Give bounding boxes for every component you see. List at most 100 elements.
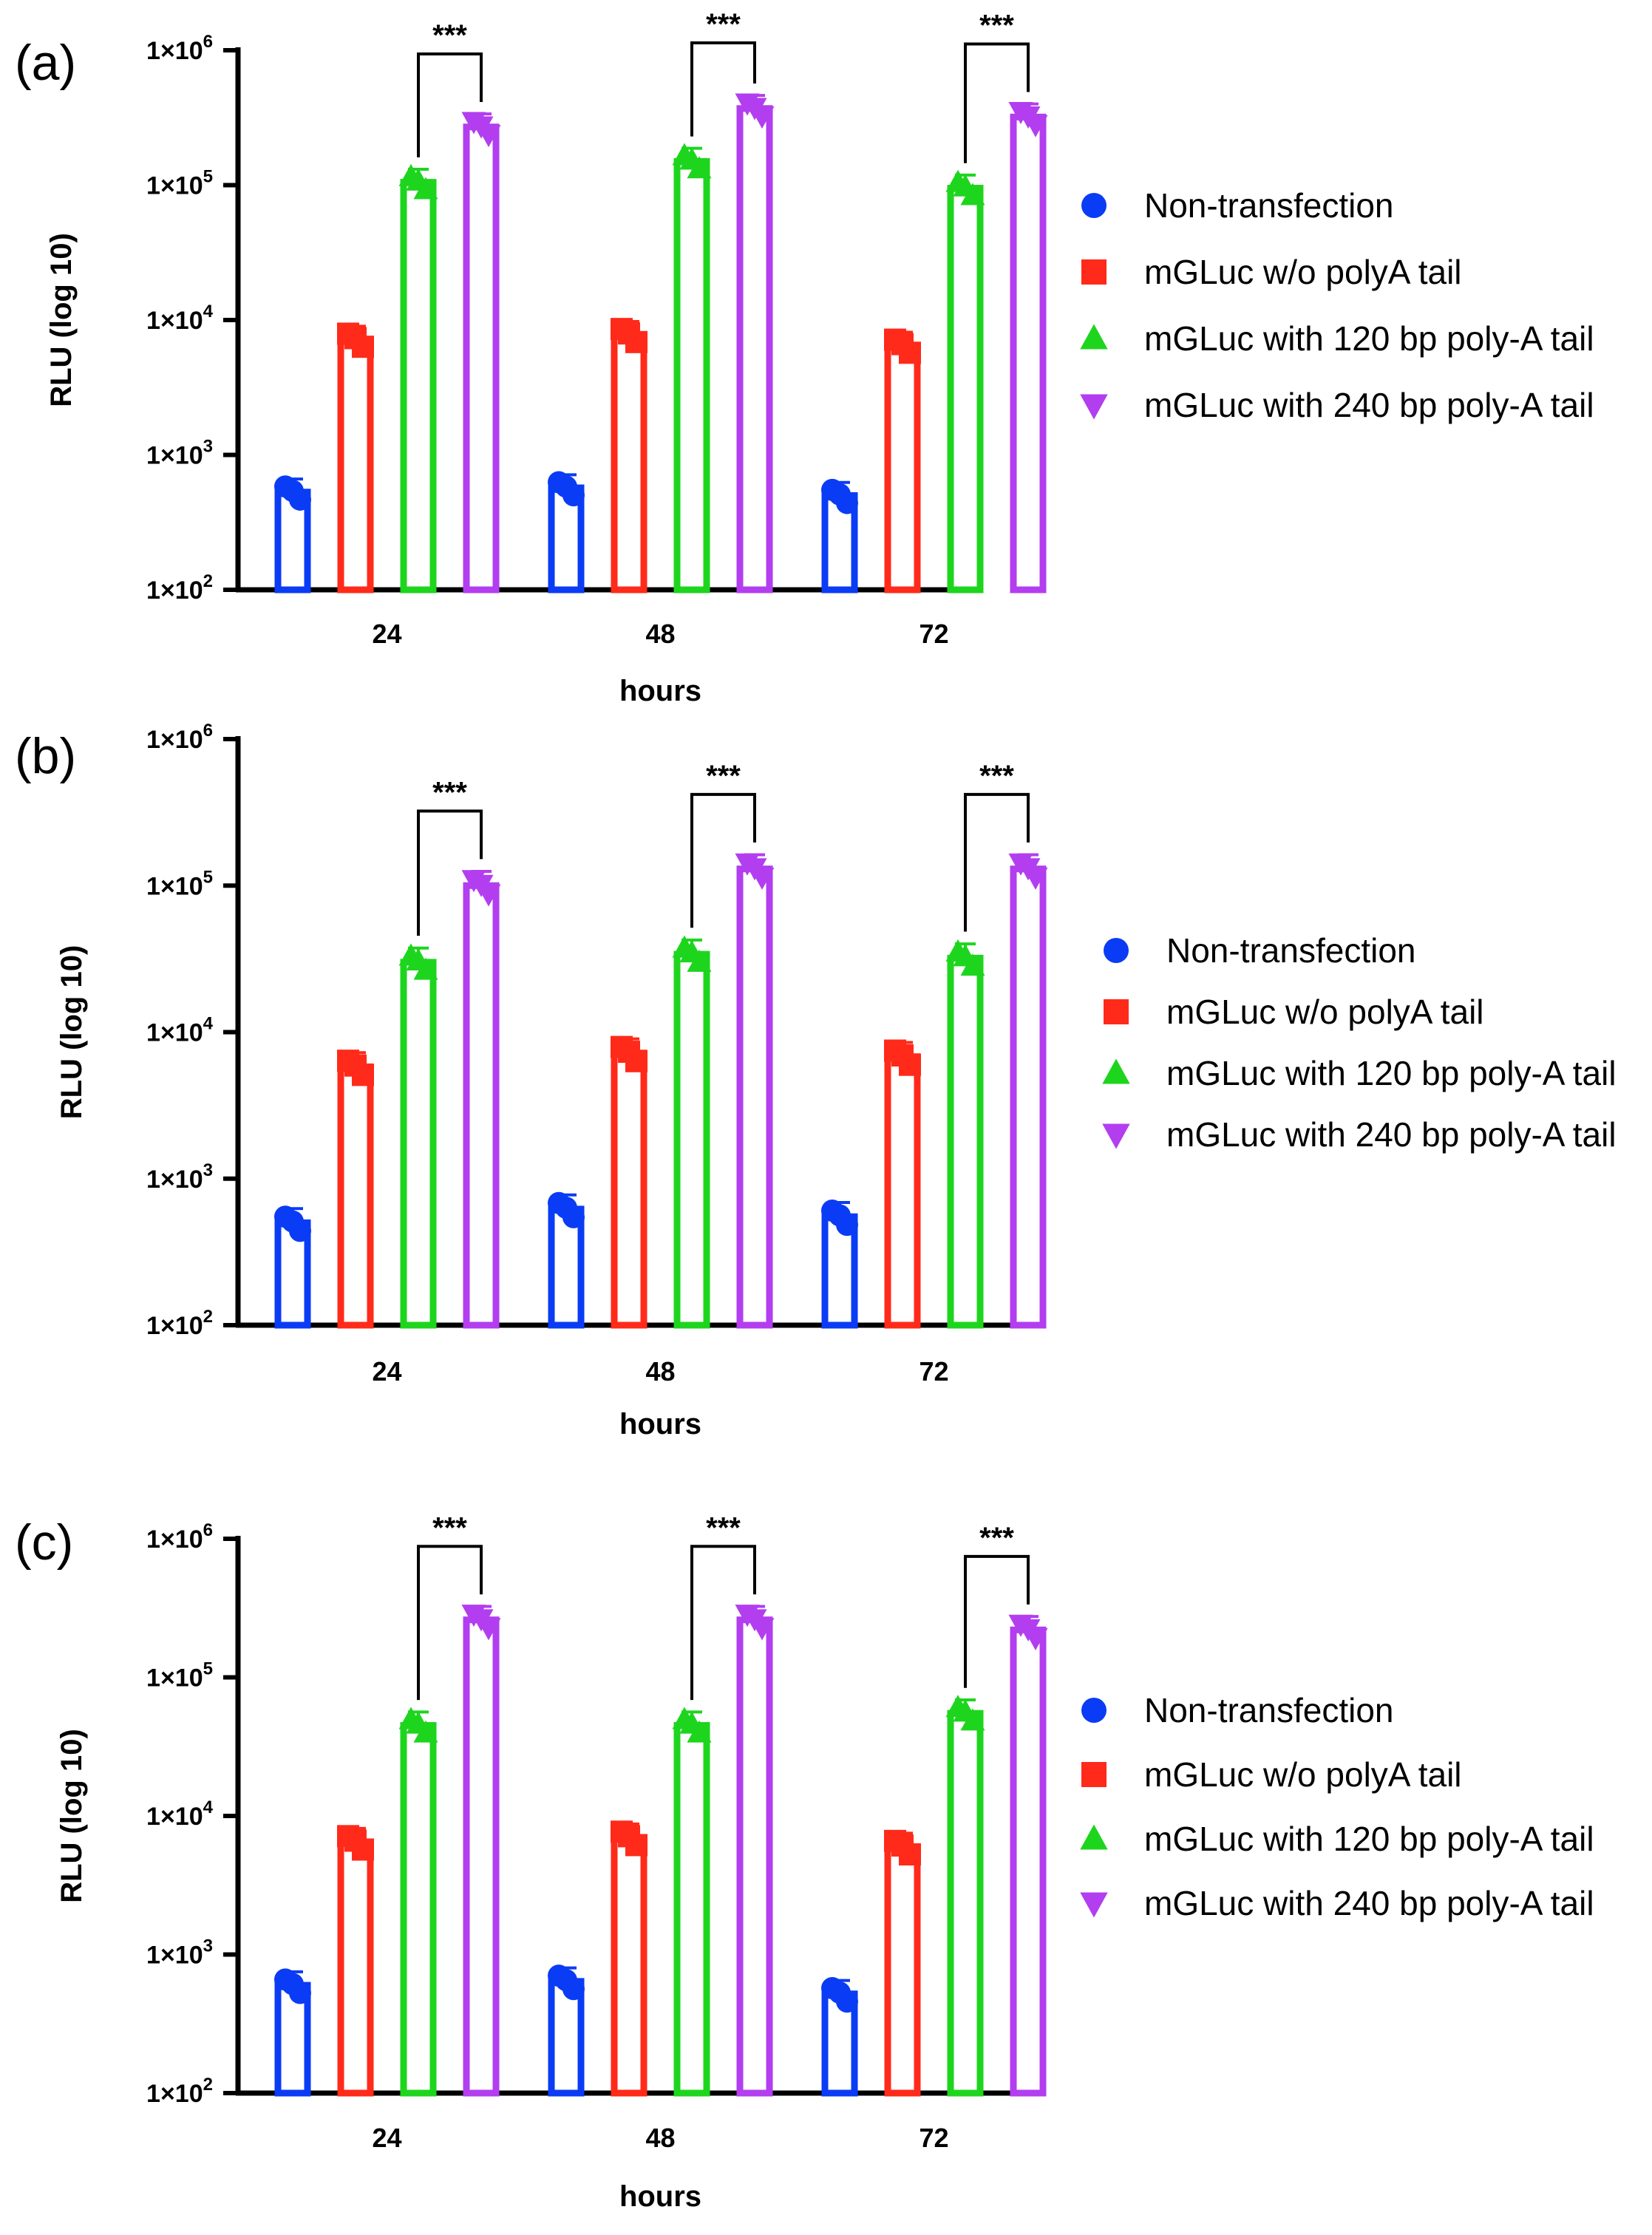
- y-axis-title: RLU (log 10): [55, 945, 88, 1120]
- legend-marker: [1080, 1824, 1108, 1850]
- y-tick-exponent: 2: [203, 2075, 213, 2095]
- bar: [337, 1838, 374, 2097]
- significance-bracket: [964, 42, 1030, 163]
- bar: [337, 336, 374, 593]
- data-point: [679, 940, 704, 963]
- bar: [947, 954, 984, 1329]
- significance-bracket: [417, 1545, 483, 1701]
- y-tick-base: 1×10: [146, 1166, 203, 1194]
- data-point: [891, 1834, 914, 1857]
- data-point: [742, 98, 767, 120]
- legend-marker: [1102, 1123, 1130, 1149]
- legend-marker: [1080, 1892, 1108, 1918]
- legend-entry: Non-transfection: [1144, 186, 1394, 225]
- significance-label: ***: [706, 1511, 741, 1544]
- data-point: [282, 480, 304, 503]
- data-point: [555, 1969, 577, 1992]
- bar: [1010, 865, 1047, 1329]
- legend-entry: mGLuc with 240 bp poly-A tail: [1166, 1115, 1617, 1154]
- y-tick-exponent: 4: [203, 1014, 214, 1034]
- data-point: [344, 1054, 367, 1077]
- y-tick-label: 1×106: [146, 32, 213, 65]
- data-point: [282, 1210, 304, 1233]
- x-tick-label: 72: [919, 2123, 948, 2153]
- bar: [736, 865, 773, 1329]
- significance-bracket: [690, 41, 756, 137]
- data-point: [742, 1609, 767, 1632]
- legend-marker: [1102, 1058, 1130, 1084]
- y-tick-exponent: 5: [203, 867, 213, 887]
- y-tick-label: 1×104: [146, 1797, 214, 1831]
- x-axis-title: hours: [619, 675, 701, 707]
- data-point: [1016, 106, 1041, 129]
- y-tick-base: 1×10: [146, 1525, 203, 1554]
- y-tick-label: 1×102: [146, 1307, 213, 1340]
- bar: [463, 123, 500, 593]
- y-tick-base: 1×10: [146, 1312, 203, 1340]
- y-tick-exponent: 3: [203, 1936, 213, 1956]
- y-tick-base: 1×10: [146, 442, 203, 470]
- y-tick-label: 1×103: [146, 1160, 213, 1194]
- bar: [611, 1834, 647, 2097]
- y-tick-base: 1×10: [146, 872, 203, 900]
- y-tick-base: 1×10: [146, 2080, 203, 2108]
- legend-marker: [1081, 1762, 1107, 1787]
- y-tick-label: 1×106: [146, 721, 213, 754]
- bar: [400, 1722, 437, 2097]
- bar: [1010, 113, 1047, 593]
- significance-label: ***: [432, 776, 467, 809]
- data-point: [891, 333, 914, 356]
- data-point: [1016, 1619, 1041, 1642]
- y-tick-exponent: 6: [203, 721, 213, 741]
- bar: [673, 1722, 710, 2097]
- data-point: [742, 858, 767, 881]
- bar: [463, 882, 500, 1329]
- bar: [884, 341, 921, 593]
- bar: [400, 179, 437, 593]
- legend-entry: Non-transfection: [1166, 931, 1416, 970]
- panel-label: (a): [15, 35, 76, 91]
- y-tick-label: 1×103: [146, 437, 213, 470]
- bar: [884, 1053, 921, 1329]
- legend-entry: mGLuc with 240 bp poly-A tail: [1144, 386, 1594, 424]
- data-point: [829, 483, 851, 506]
- y-tick-base: 1×10: [146, 1942, 203, 1970]
- data-point: [555, 475, 577, 498]
- bar: [611, 331, 647, 593]
- data-point: [406, 1711, 431, 1734]
- significance-label: ***: [979, 10, 1014, 42]
- y-tick-exponent: 3: [203, 1160, 213, 1180]
- bar: [400, 959, 437, 1329]
- y-tick-exponent: 2: [203, 571, 213, 591]
- x-tick-label: 24: [372, 1356, 401, 1387]
- bar: [947, 185, 984, 593]
- panel-label: (c): [15, 1514, 73, 1571]
- y-tick-exponent: 4: [203, 1797, 214, 1817]
- significance-label: ***: [432, 19, 467, 52]
- data-point: [953, 174, 978, 197]
- y-tick-exponent: 6: [203, 1520, 213, 1540]
- significance-label: ***: [979, 1522, 1014, 1554]
- x-tick-label: 24: [372, 2123, 401, 2153]
- legend-marker: [1080, 394, 1108, 420]
- x-tick-label: 48: [645, 619, 675, 649]
- data-point: [679, 1711, 704, 1734]
- data-point: [829, 1204, 851, 1227]
- y-tick-base: 1×10: [146, 576, 203, 605]
- bar: [736, 105, 773, 593]
- y-tick-base: 1×10: [146, 1803, 203, 1831]
- data-point: [469, 1609, 494, 1632]
- significance-bracket: [417, 809, 483, 936]
- legend-marker: [1081, 1698, 1107, 1723]
- data-point: [618, 1041, 640, 1064]
- bar: [611, 1050, 647, 1329]
- legend-entry: mGLuc w/o polyA tail: [1144, 253, 1462, 291]
- y-tick-base: 1×10: [146, 726, 203, 754]
- data-point: [891, 1044, 914, 1067]
- y-tick-base: 1×10: [146, 307, 203, 335]
- bar: [673, 950, 710, 1329]
- y-tick-exponent: 6: [203, 32, 213, 52]
